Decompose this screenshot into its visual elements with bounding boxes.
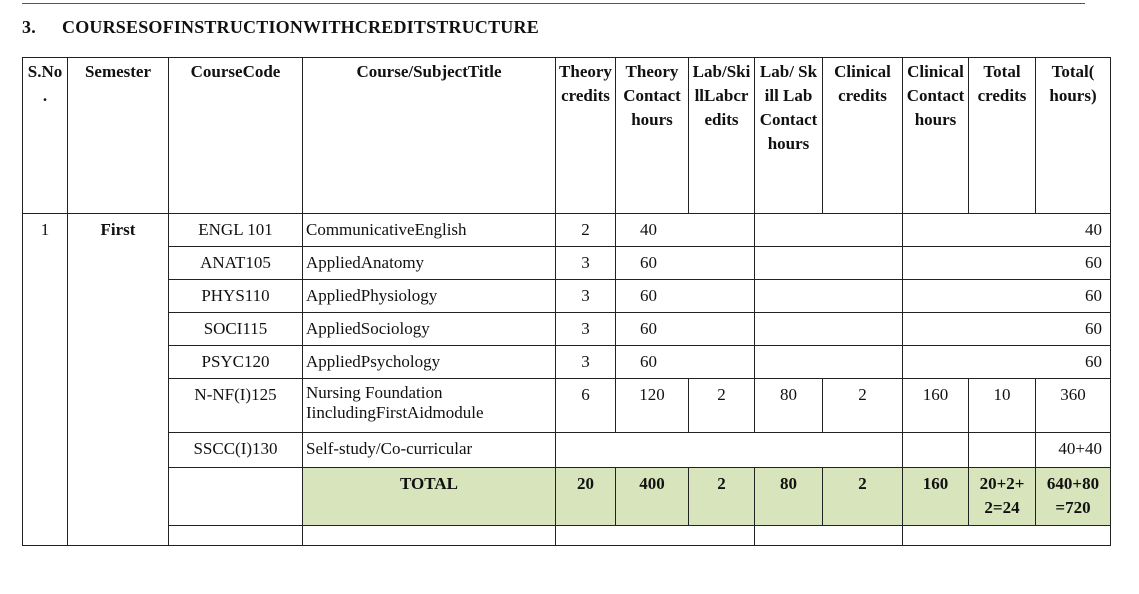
empty-cell [902,525,1111,546]
total-credits-sum: 20+2+ 2=24 [968,467,1036,526]
total-credits: 10 [968,378,1036,433]
total-hours: 40 [902,213,1111,247]
header-clinical-hours: Clinical Contacthours [902,57,969,214]
table-row: SSCC(I)130 Self-study/Co-curricular 40+4… [23,432,1111,468]
total-theory-credits: 20 [555,467,616,526]
lab-clinical-empty [754,246,903,280]
lab-hours: 80 [754,378,823,433]
lab-clinical-empty [754,213,903,247]
course-code: N-NF(I)125 [168,378,303,433]
course-title: Self-study/Co-curricular [302,432,556,468]
course-title: AppliedAnatomy [302,246,556,280]
theory-credits: 3 [555,312,616,346]
header-lab-credits: Lab/SkillLabcredits [688,57,755,214]
header-semester: Semester [67,57,169,214]
total-hours: 60 [902,312,1111,346]
total-hours-line2: =720 [1055,498,1091,517]
empty-cell [754,525,903,546]
total-label: TOTAL [302,467,556,526]
section-title: COURSESOFINSTRUCTIONWITHCREDITSTRUCTURE [62,17,539,37]
total-code-empty [168,467,303,526]
theory-credits: 6 [555,378,616,433]
lab-clinical-empty [754,312,903,346]
table-row: PHYS110 AppliedPhysiology 3 60 60 [23,279,1111,313]
course-title: CommunicativeEnglish [302,213,556,247]
course-title: AppliedPsychology [302,345,556,379]
total-hours: 360 [1035,378,1111,433]
header-theory-credits: Theory credits [555,57,616,214]
table-row: PSYC120 AppliedPsychology 3 60 60 [23,345,1111,379]
total-hours: 60 [902,246,1111,280]
total-hours: 40+40 [1035,432,1111,468]
header-clinical-credits: Clinical credits [822,57,903,214]
total-clinical-credits: 2 [822,467,903,526]
total-hours-sum: 640+80 =720 [1035,467,1111,526]
course-code: ENGL 101 [168,213,303,247]
clinical-hours-empty [902,432,969,468]
theory-credits: 3 [555,279,616,313]
theory-hours: 60 [615,345,755,379]
empty-cell [168,525,303,546]
header-lab-hours: Lab/ Skill Lab Contacthours [754,57,823,214]
table-row: SOCI115 AppliedSociology 3 60 60 [23,312,1111,346]
total-row: TOTAL 20 400 2 80 2 160 20+2+ 2=24 640+80… [23,467,1111,526]
section-number: 3. [22,17,36,37]
table-row: 1 First ENGL 101 CommunicativeEnglish 2 … [22,213,1111,546]
top-rule [22,3,1085,4]
total-hours: 60 [902,345,1111,379]
course-title: AppliedPhysiology [302,279,556,313]
total-hours-line1: 640+80 [1046,474,1100,493]
clinical-hours: 160 [902,378,969,433]
total-theory-hours: 400 [615,467,689,526]
header-row: S.No . Semester CourseCode Course/Subjec… [22,57,1111,214]
next-row-partial [23,525,1111,546]
total-credits-line1: 20+2+ [979,474,1025,493]
header-total-hours: Total( hours) [1035,57,1111,214]
theory-hours: 60 [615,246,755,280]
total-hours: 60 [902,279,1111,313]
header-total-credits: Total credits [968,57,1036,214]
clinical-credits: 2 [822,378,903,433]
lab-credits: 2 [688,378,755,433]
empty-cell [302,525,556,546]
header-theory-hours: Theory Contacthours [615,57,689,214]
header-sno: S.No . [22,57,68,214]
theory-credits: 3 [555,345,616,379]
course-title: Nursing Foundation IincludingFirstAidmodu… [302,378,556,433]
theory-hours: 40 [615,213,755,247]
section-heading: 3. COURSESOFINSTRUCTIONWITHCREDITSTRUCTUR… [22,17,539,38]
total-lab-hours: 80 [754,467,823,526]
lab-clinical-empty [754,279,903,313]
course-code: PSYC120 [168,345,303,379]
semester-cell: First [67,213,169,546]
theory-hours: 60 [615,279,755,313]
theory-credits: 2 [555,213,616,247]
course-title-line1: Nursing Foundation [306,383,443,402]
theory-hours: 60 [615,312,755,346]
course-code: PHYS110 [168,279,303,313]
credit-structure-table: S.No . Semester CourseCode Course/Subjec… [22,57,1111,546]
merged-empty [555,432,903,468]
course-code: SOCI115 [168,312,303,346]
total-clinical-hours: 160 [902,467,969,526]
lab-clinical-empty [754,345,903,379]
course-title: AppliedSociology [302,312,556,346]
empty-cell [555,525,755,546]
total-credits-empty [968,432,1036,468]
header-course-title: Course/SubjectTitle [302,57,556,214]
sno-cell: 1 [22,213,68,546]
course-code: ANAT105 [168,246,303,280]
course-code: SSCC(I)130 [168,432,303,468]
course-title-line2: IincludingFirstAidmodule [306,403,484,422]
total-lab-credits: 2 [688,467,755,526]
header-course-code: CourseCode [168,57,303,214]
table-row: N-NF(I)125 Nursing Foundation IincludingF… [23,378,1111,433]
table-row: ANAT105 AppliedAnatomy 3 60 60 [23,246,1111,280]
theory-credits: 3 [555,246,616,280]
total-credits-line2: 2=24 [984,498,1020,517]
theory-hours: 120 [615,378,689,433]
